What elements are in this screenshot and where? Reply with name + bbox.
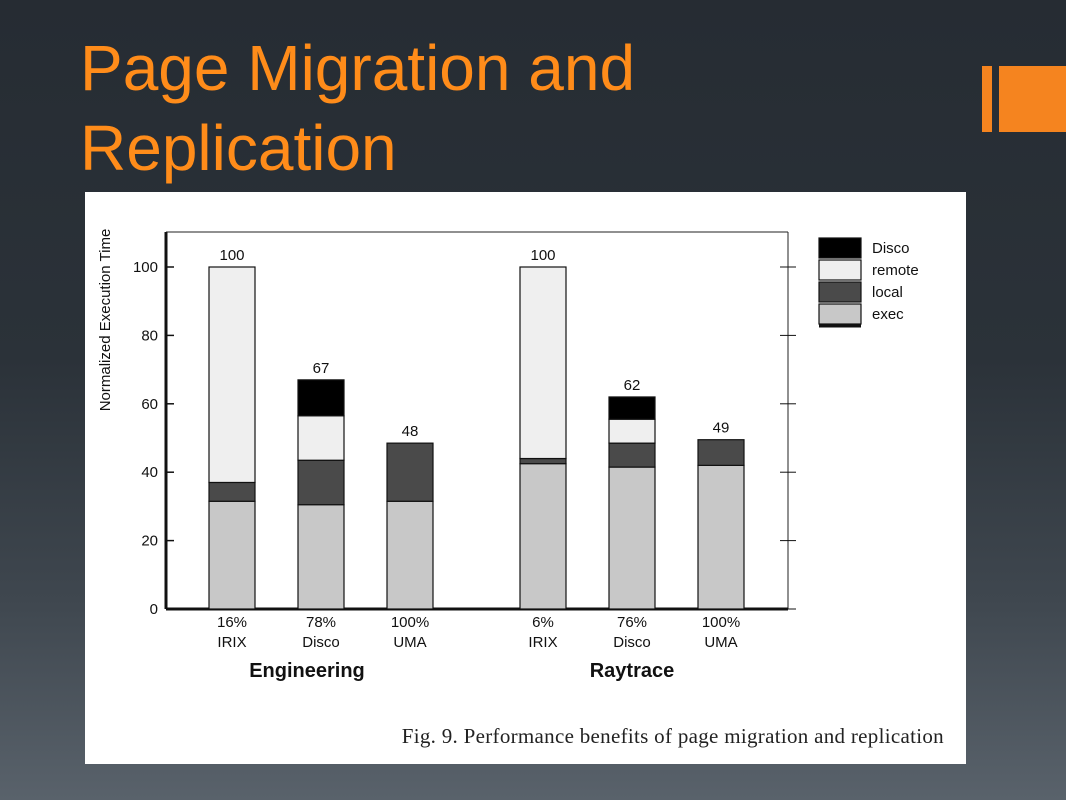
bar-segment-local — [386, 442, 434, 502]
bar-category-label: UMA — [704, 634, 737, 651]
bar-segment-exec — [697, 464, 745, 610]
bar-total-label: 49 — [713, 420, 730, 437]
bar-segment-remote — [519, 266, 567, 460]
group-label: Raytrace — [590, 660, 675, 682]
bar-segment-local — [297, 459, 345, 506]
y-tick-label: 100 — [133, 259, 158, 276]
y-tick-label: 40 — [141, 464, 158, 481]
bar-segment-remote — [297, 415, 345, 461]
bar-category-label: UMA — [393, 634, 426, 651]
legend-label: local — [872, 284, 903, 301]
bar-category-label: IRIX — [217, 634, 246, 651]
bar-percent-label: 100% — [702, 614, 740, 631]
bar-percent-label: 78% — [306, 614, 336, 631]
slide-decoration — [982, 66, 1066, 134]
bar-total-label: 100 — [219, 247, 244, 264]
bar-percent-label: 16% — [217, 614, 247, 631]
legend-label: Disco — [872, 240, 910, 257]
decoration-block — [999, 66, 1066, 132]
stacked-bar-chart: 0 20 40 60 80 100 Normalized Execution Time 100… — [97, 229, 919, 682]
y-tick-label: 60 — [141, 396, 158, 413]
slide-title: Page Migration and Replication — [80, 32, 636, 184]
y-tick-label: 80 — [141, 327, 158, 344]
bar-segment-exec — [519, 463, 567, 610]
bar-segment-local — [697, 439, 745, 466]
group-label: Engineering — [249, 660, 365, 682]
bar-segment-exec — [386, 500, 434, 610]
legend-swatch — [818, 303, 862, 325]
bar-segment-remote — [608, 418, 656, 444]
bar-percent-label: 6% — [532, 614, 554, 631]
figure-caption: Fig. 9. Performance benefits of page mig… — [401, 724, 944, 748]
y-axis-label: Normalized Execution Time — [97, 229, 114, 412]
bar-category-label: IRIX — [528, 634, 557, 651]
bar-category-label: Disco — [302, 634, 340, 651]
legend-label: exec — [872, 306, 904, 323]
bar-total-label: 48 — [402, 423, 419, 440]
bar-segment-disco — [608, 396, 656, 420]
bar-segment-disco — [297, 379, 345, 417]
legend-label: remote — [872, 262, 919, 279]
bar-category-label: Disco — [613, 634, 651, 651]
decoration-bar — [982, 66, 992, 132]
bar-segment-local — [608, 442, 656, 468]
bar-total-label: 67 — [313, 360, 330, 377]
legend-swatch — [818, 259, 862, 281]
bar-segment-local — [208, 481, 256, 502]
y-tick-label: 0 — [150, 601, 158, 618]
y-tick-label: 20 — [141, 533, 158, 550]
legend-swatch — [818, 237, 862, 259]
bar-segment-exec — [297, 504, 345, 610]
figure-panel: 0 20 40 60 80 100 Normalized Execution Time 100… — [85, 192, 966, 764]
bar-percent-label: 76% — [617, 614, 647, 631]
bar-segment-remote — [208, 266, 256, 484]
bar-segment-local — [519, 457, 567, 465]
bar-total-label: 62 — [624, 377, 641, 394]
legend-swatch — [818, 281, 862, 303]
bar-segment-exec — [608, 466, 656, 610]
bar-percent-label: 100% — [391, 614, 429, 631]
bar-segment-exec — [208, 500, 256, 610]
bar-total-label: 100 — [530, 247, 555, 264]
